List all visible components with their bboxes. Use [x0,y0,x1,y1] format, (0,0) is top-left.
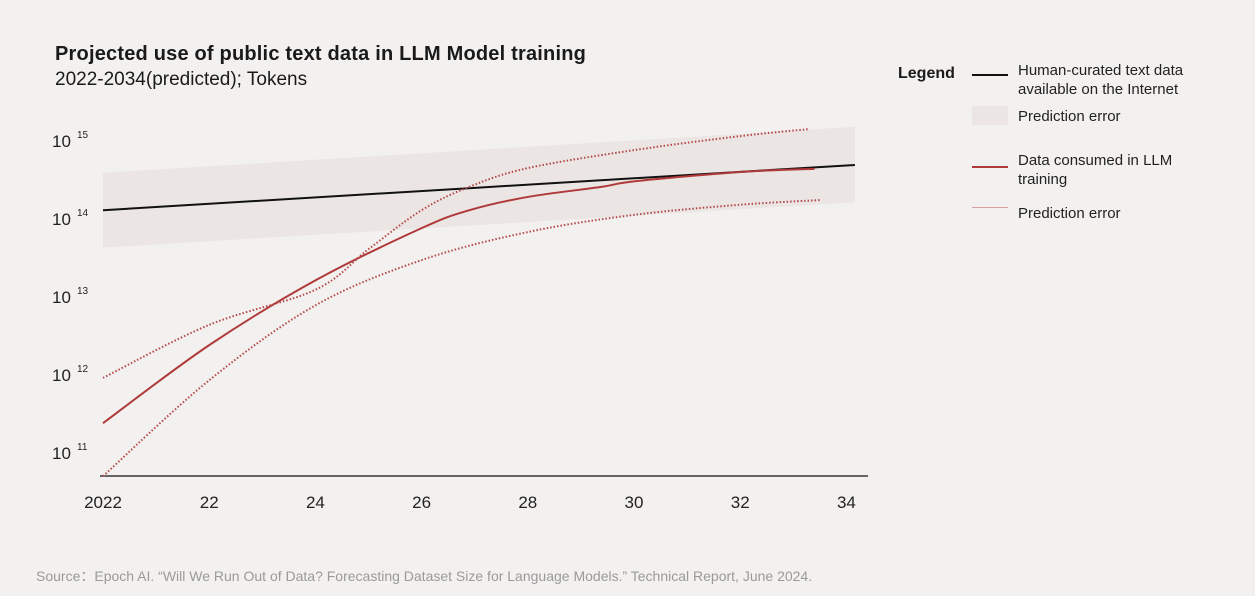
series-line-1 [102,167,815,424]
y-tick-exponent: 15 [77,130,89,141]
y-tick-label: 10 [52,132,71,151]
y-tick-label: 10 [52,210,71,229]
legend-swatch-llm-data [972,166,1008,168]
y-tick-exponent: 14 [77,208,89,219]
y-tick-exponent: 12 [77,364,89,375]
y-tick-label: 10 [52,288,71,307]
x-tick-label: 26 [412,493,431,512]
x-tick-label: 2022 [84,493,122,512]
legend-swatch-internet-data [972,74,1008,76]
x-tick-label: 30 [625,493,644,512]
legend-swatch-llm-error [972,207,1008,208]
legend-label-band: Prediction error [1018,108,1121,125]
chart-subtitle: 2022-2034(predicted); Tokens [55,69,308,90]
chart-title: Projected use of public text data in LLM… [55,43,587,65]
x-tick-label: 28 [518,493,537,512]
x-tick-label: 24 [306,493,325,512]
legend-label-llm-data: Data consumed in LLM training [1018,152,1173,188]
legend-label-internet-data: Human-curated text data available on the… [1018,62,1184,98]
y-tick-label: 10 [52,444,71,463]
legend-title: Legend [898,65,955,82]
source-note: Source：Epoch AI. “Will We Run Out of Dat… [36,568,813,584]
x-tick-label: 34 [837,493,856,512]
y-tick-label: 10 [52,366,71,385]
series-line-3 [102,199,820,477]
x-tick-label: 32 [731,493,750,512]
legend-label-llm-error: Prediction error [1018,205,1121,222]
legend-swatch-band [972,106,1008,125]
y-tick-exponent: 11 [77,442,88,453]
y-tick-exponent: 13 [77,286,89,297]
x-tick-label: 22 [200,493,219,512]
